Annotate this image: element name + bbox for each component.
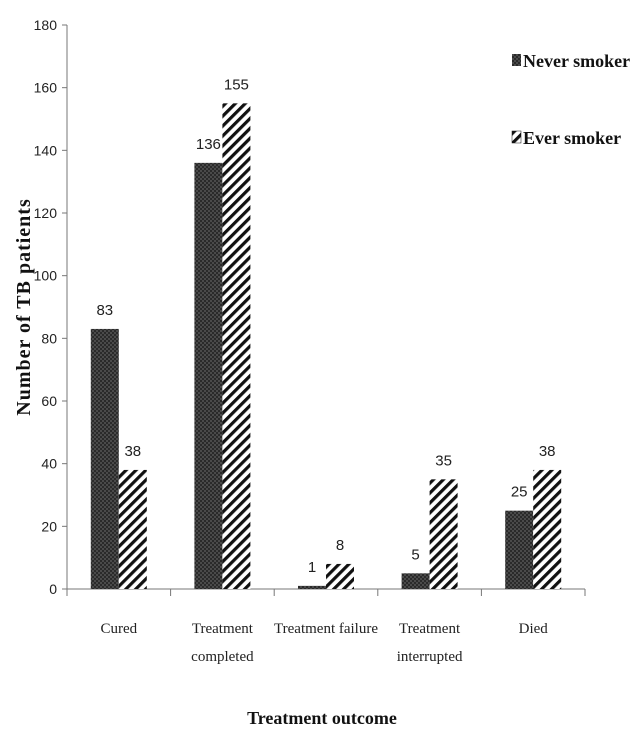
bar-ever-smoker [429, 479, 458, 589]
bar-ever-smoker [326, 563, 354, 589]
data-label-ever-smoker: 8 [336, 537, 344, 554]
bar-ever-smoker [118, 469, 147, 589]
y-tick-label: 140 [34, 142, 58, 158]
y-tick-label: 20 [41, 518, 57, 534]
legend: Never smoker Ever smoker [511, 51, 630, 148]
y-tick-label: 120 [34, 205, 58, 221]
bar-never-smoker [194, 162, 223, 589]
data-label-never-smoker: 25 [511, 484, 528, 501]
data-label-ever-smoker: 155 [224, 76, 249, 93]
bar-never-smoker [298, 585, 326, 589]
bar-never-smoker [401, 573, 430, 589]
data-label-never-smoker: 5 [411, 546, 419, 563]
bars [90, 103, 562, 589]
bar-ever-smoker [533, 469, 562, 589]
x-axis-title: Treatment outcome [247, 708, 397, 728]
legend-label-ever-smoker: Ever smoker [523, 128, 621, 148]
y-axis-title: Number of TB patients [13, 198, 35, 416]
y-tick-label: 40 [41, 456, 57, 472]
y-tick-label: 100 [34, 268, 58, 284]
legend-swatch-ever-smoker [511, 130, 522, 144]
legend-label-never-smoker: Never smoker [523, 51, 630, 71]
data-label-never-smoker: 136 [196, 136, 221, 153]
bar-never-smoker [90, 328, 119, 589]
y-tick-label: 180 [34, 17, 58, 33]
y-tick-label: 160 [34, 80, 58, 96]
y-tick-label: 80 [41, 330, 57, 346]
value-labels: 83 38 136 155 1 8 5 35 25 38 [96, 76, 555, 576]
x-category-label: Cured [100, 621, 137, 637]
data-label-ever-smoker: 35 [435, 452, 452, 469]
x-category-label: Died [519, 621, 549, 637]
data-label-ever-smoker: 38 [124, 443, 141, 460]
data-label-ever-smoker: 38 [539, 443, 556, 460]
x-category-label: Treatment completed [191, 621, 254, 665]
y-tick-label: 60 [41, 393, 57, 409]
data-label-never-smoker: 83 [96, 302, 113, 319]
data-label-never-smoker: 1 [308, 559, 316, 576]
y-ticks: 0 20 40 60 80 100 120 140 160 180 [34, 17, 67, 597]
x-category-label: Treatment failure [274, 621, 378, 637]
legend-swatch-never-smoker [512, 54, 521, 66]
y-tick-label: 0 [49, 581, 57, 597]
bar-never-smoker [505, 510, 534, 589]
x-ticks [66, 589, 586, 596]
category-labels: Cured Treatment completed Treatment failure… [100, 621, 548, 665]
x-category-label: Treatment interrupted [397, 621, 463, 665]
bar-ever-smoker [222, 103, 251, 589]
